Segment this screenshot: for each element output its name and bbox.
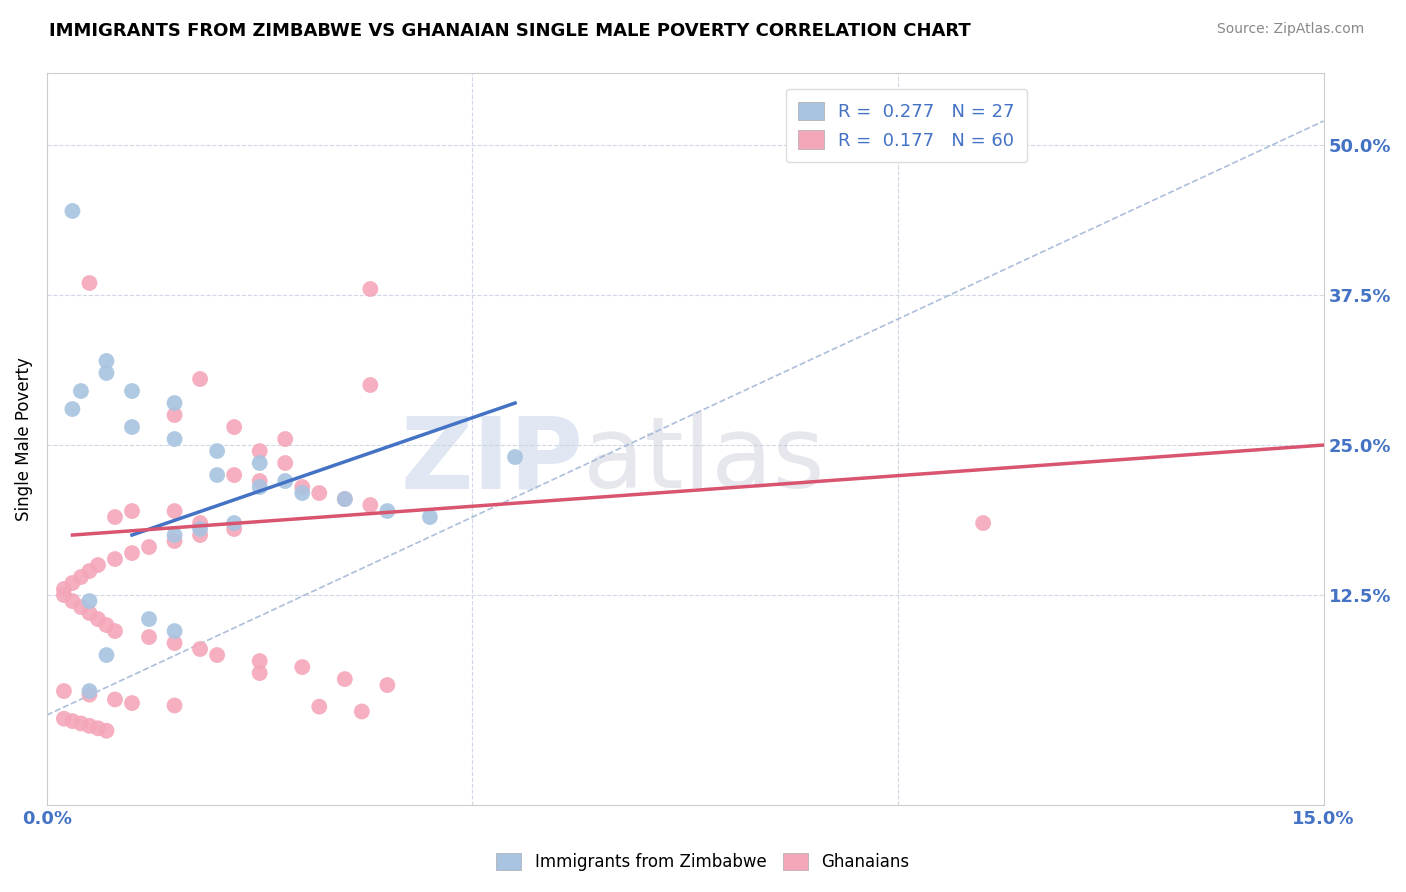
Point xyxy=(62,204,84,219)
Point xyxy=(419,510,441,524)
Point xyxy=(224,516,246,530)
Point xyxy=(79,688,101,702)
Point xyxy=(70,716,93,731)
Point xyxy=(163,528,186,542)
Point xyxy=(163,432,186,446)
Point xyxy=(972,516,994,530)
Point xyxy=(308,699,330,714)
Point xyxy=(52,712,75,726)
Point xyxy=(249,654,271,668)
Point xyxy=(249,666,271,681)
Point xyxy=(274,456,297,470)
Point xyxy=(188,528,211,542)
Point xyxy=(104,510,127,524)
Point xyxy=(249,474,271,488)
Point xyxy=(274,432,297,446)
Point xyxy=(503,450,526,464)
Point xyxy=(333,672,356,686)
Point xyxy=(121,546,143,560)
Point xyxy=(350,705,373,719)
Point xyxy=(70,384,93,398)
Point xyxy=(163,624,186,638)
Point xyxy=(188,516,211,530)
Point xyxy=(52,588,75,602)
Point xyxy=(52,684,75,698)
Legend: Immigrants from Zimbabwe, Ghanaians: Immigrants from Zimbabwe, Ghanaians xyxy=(488,845,918,880)
Point xyxy=(274,474,297,488)
Point xyxy=(333,491,356,506)
Point xyxy=(79,594,101,608)
Point xyxy=(359,282,381,296)
Point xyxy=(291,660,314,674)
Point xyxy=(104,692,127,706)
Point xyxy=(96,354,118,368)
Point xyxy=(163,534,186,549)
Point xyxy=(224,420,246,434)
Point xyxy=(70,600,93,615)
Point xyxy=(79,606,101,620)
Point xyxy=(163,396,186,410)
Point xyxy=(104,624,127,638)
Point xyxy=(224,468,246,483)
Point xyxy=(163,698,186,713)
Point xyxy=(188,522,211,536)
Point xyxy=(377,678,399,692)
Point xyxy=(359,378,381,392)
Point xyxy=(205,444,228,458)
Point xyxy=(291,486,314,500)
Point xyxy=(96,723,118,738)
Point xyxy=(104,552,127,566)
Point xyxy=(205,648,228,662)
Point xyxy=(138,612,160,626)
Text: Source: ZipAtlas.com: Source: ZipAtlas.com xyxy=(1216,22,1364,37)
Point xyxy=(188,372,211,386)
Point xyxy=(79,684,101,698)
Point xyxy=(308,486,330,500)
Text: ZIP: ZIP xyxy=(401,412,583,509)
Point xyxy=(62,576,84,591)
Point xyxy=(96,366,118,380)
Y-axis label: Single Male Poverty: Single Male Poverty xyxy=(15,357,32,521)
Point xyxy=(138,540,160,554)
Point xyxy=(121,384,143,398)
Point xyxy=(249,480,271,494)
Point xyxy=(224,522,246,536)
Point xyxy=(87,558,110,572)
Point xyxy=(163,636,186,650)
Point xyxy=(121,504,143,518)
Point xyxy=(70,570,93,584)
Legend: R =  0.277   N = 27, R =  0.177   N = 60: R = 0.277 N = 27, R = 0.177 N = 60 xyxy=(786,89,1028,162)
Point xyxy=(359,498,381,512)
Point xyxy=(96,648,118,662)
Point xyxy=(79,276,101,290)
Point xyxy=(249,444,271,458)
Point xyxy=(96,618,118,632)
Point xyxy=(138,630,160,644)
Point xyxy=(377,504,399,518)
Point xyxy=(87,721,110,735)
Point xyxy=(333,491,356,506)
Text: atlas: atlas xyxy=(583,412,825,509)
Point xyxy=(121,696,143,710)
Point xyxy=(79,564,101,578)
Point xyxy=(205,468,228,483)
Point xyxy=(188,642,211,657)
Point xyxy=(291,480,314,494)
Point xyxy=(87,612,110,626)
Point xyxy=(62,714,84,728)
Point xyxy=(52,582,75,596)
Text: IMMIGRANTS FROM ZIMBABWE VS GHANAIAN SINGLE MALE POVERTY CORRELATION CHART: IMMIGRANTS FROM ZIMBABWE VS GHANAIAN SIN… xyxy=(49,22,972,40)
Point xyxy=(249,456,271,470)
Point xyxy=(62,402,84,417)
Point xyxy=(62,594,84,608)
Point xyxy=(163,504,186,518)
Point xyxy=(163,408,186,422)
Point xyxy=(121,420,143,434)
Point xyxy=(79,719,101,733)
